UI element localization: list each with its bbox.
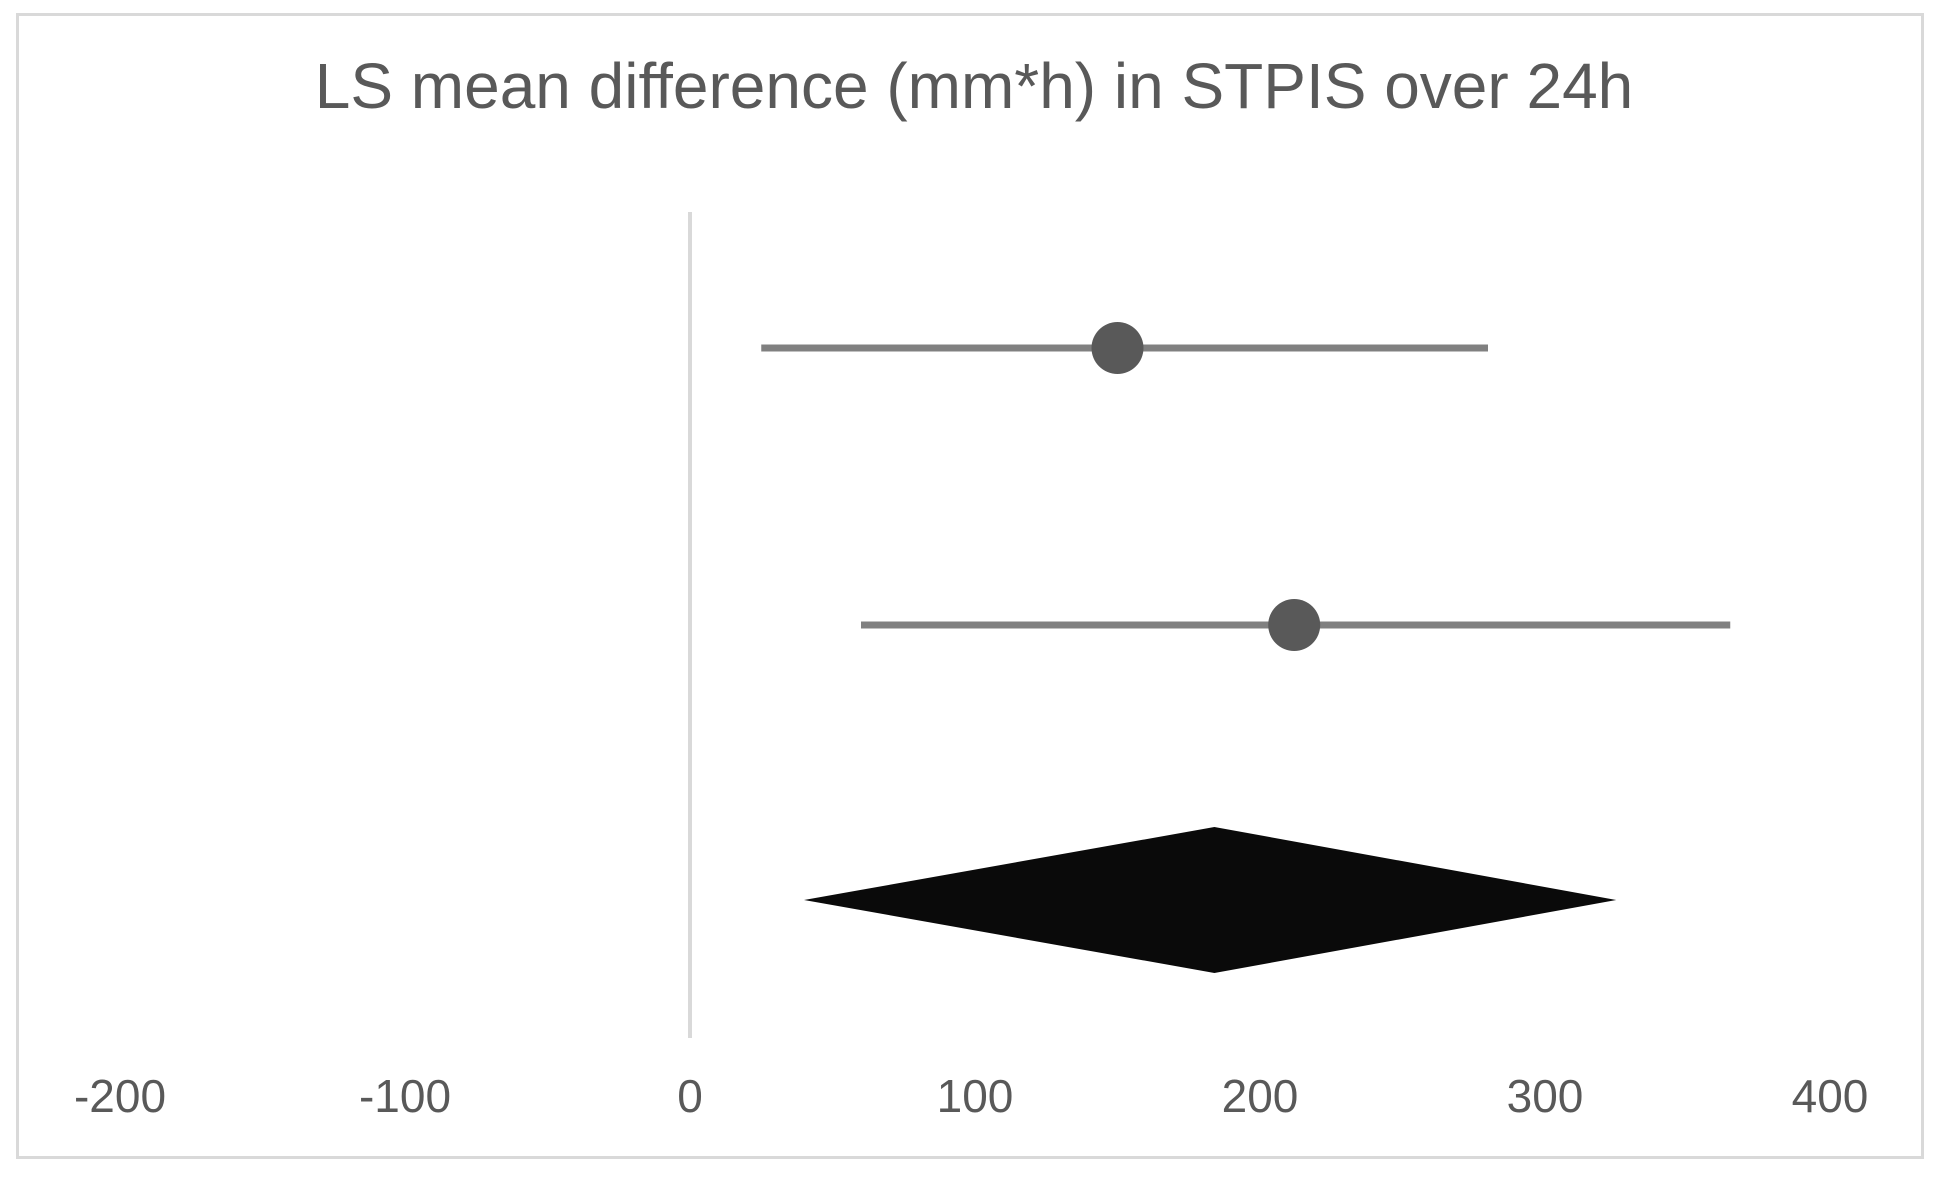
pooled-diamond	[804, 827, 1617, 973]
study-marker	[1091, 322, 1144, 374]
x-axis-tick-label: 100	[937, 1070, 1014, 1122]
x-axis-tick-label: 300	[1507, 1070, 1584, 1122]
x-axis-tick-label: 200	[1222, 1070, 1299, 1122]
x-axis-tick-label: -200	[74, 1070, 166, 1122]
x-axis-tick-label: 400	[1792, 1070, 1869, 1122]
study-marker	[1268, 599, 1321, 651]
chart-title: LS mean difference (mm*h) in STPIS over …	[314, 50, 1634, 122]
x-axis-tick-label: 0	[677, 1070, 703, 1122]
x-axis-tick-label: -100	[359, 1070, 451, 1122]
chart-frame	[16, 13, 1924, 1159]
